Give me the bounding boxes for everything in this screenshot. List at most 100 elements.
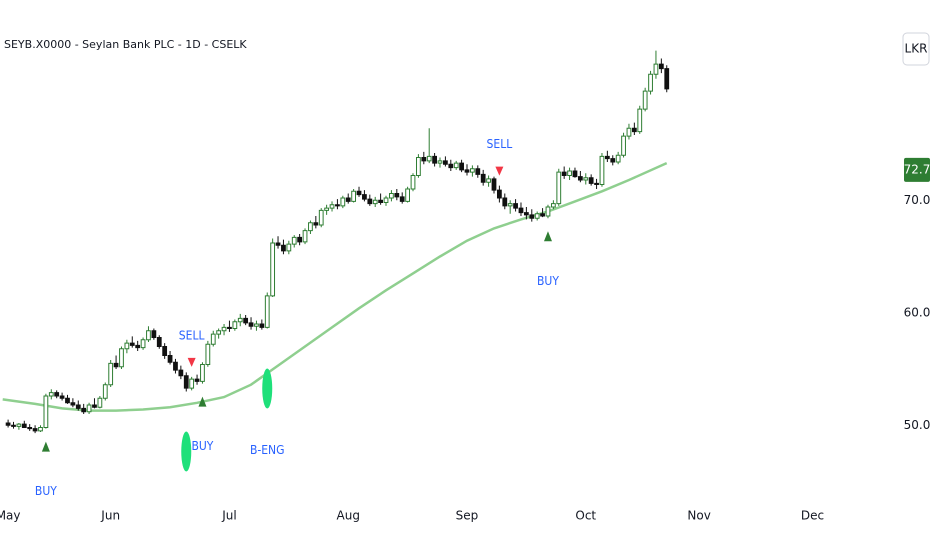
candle-body	[410, 175, 416, 190]
y-tick-label: 70.0	[904, 193, 931, 207]
candle-body	[453, 162, 459, 169]
candle-body	[318, 209, 324, 226]
x-tick-label: Sep	[456, 509, 479, 523]
candle-body	[372, 199, 378, 205]
candle-body	[102, 384, 108, 399]
candle-body	[162, 346, 168, 356]
candle-body	[275, 242, 281, 246]
candle-body	[48, 392, 54, 397]
candle-body	[81, 407, 87, 413]
candle-body	[21, 423, 27, 428]
candle-body	[237, 317, 243, 323]
candle-body	[335, 204, 340, 207]
candle-body	[297, 236, 303, 243]
x-tick-label: Nov	[687, 509, 710, 523]
y-tick-label: 60.0	[904, 305, 931, 319]
x-tick-label: Aug	[337, 509, 360, 523]
candle-body	[264, 295, 270, 328]
candle-body	[189, 378, 195, 389]
signal-label: SELL	[487, 137, 513, 151]
candle-body	[135, 344, 141, 349]
candle-body	[270, 242, 276, 297]
candle-body	[621, 135, 626, 156]
signal-label: BUY	[35, 484, 57, 498]
candle-body	[378, 199, 384, 203]
price-label-box	[904, 157, 930, 182]
candle-body	[232, 321, 238, 329]
candle-body	[32, 428, 38, 432]
candle-body	[416, 157, 421, 176]
candle-body	[653, 63, 659, 75]
candle-body	[459, 162, 464, 171]
candle-body	[11, 424, 16, 427]
sell-marker	[187, 357, 196, 367]
candle-body	[470, 168, 475, 173]
candle-body	[448, 163, 454, 169]
candle-body	[426, 155, 432, 162]
candle-body	[146, 330, 151, 341]
candle-body	[65, 397, 70, 404]
candle-body	[658, 63, 664, 70]
candle-body	[345, 197, 351, 202]
signal-label: BUY	[537, 274, 559, 288]
candle-body	[518, 207, 524, 214]
candle-body	[178, 369, 184, 377]
candle-body	[108, 362, 114, 386]
candle-body	[572, 170, 578, 178]
candle-body	[5, 422, 11, 426]
candle-body	[254, 323, 259, 327]
candle-body	[594, 182, 599, 185]
candle-body	[637, 108, 643, 133]
candle-body	[324, 207, 330, 211]
price-label: 72.7	[904, 162, 931, 176]
candle-body	[362, 194, 367, 200]
currency[interactable]: LKR	[905, 42, 928, 56]
candle-body	[496, 189, 502, 199]
candle-body	[534, 213, 540, 219]
candle-body	[648, 73, 653, 92]
candle-body	[205, 343, 211, 365]
candle-body	[313, 222, 319, 226]
signal-label: BUY	[192, 439, 214, 453]
candle-body	[227, 326, 232, 329]
candle-body	[351, 190, 357, 202]
candle-body	[540, 213, 545, 217]
candle-body	[394, 193, 400, 198]
candle-body	[210, 333, 216, 345]
candle-body	[491, 178, 497, 191]
x-tick-label: Jun	[100, 509, 120, 523]
candle-body	[567, 170, 572, 176]
candle-body	[86, 404, 92, 413]
candle-body	[221, 326, 227, 332]
candle-body	[119, 348, 124, 368]
candle-body	[156, 337, 162, 347]
candle-body	[92, 404, 97, 408]
candle-body	[599, 155, 605, 185]
candle-body	[113, 362, 119, 368]
candle-body	[124, 342, 130, 350]
candle-body	[356, 190, 362, 196]
ema-line	[2, 161, 668, 412]
candle-body	[486, 178, 491, 183]
candle-body	[286, 243, 292, 252]
candle-body	[54, 392, 60, 397]
candle-body	[329, 204, 335, 209]
candle-body	[626, 127, 632, 137]
candle-body	[302, 230, 308, 243]
candle-body	[243, 317, 249, 324]
candle-body	[642, 90, 648, 110]
candle-body	[399, 196, 405, 202]
buy-marker	[198, 396, 207, 407]
candle-body	[383, 197, 389, 203]
candle-body	[281, 244, 286, 252]
candle-body	[151, 330, 157, 338]
candle-body	[75, 404, 81, 409]
candle-body	[432, 155, 437, 164]
currency-box[interactable]	[902, 32, 930, 66]
signal-dot	[181, 431, 192, 472]
x-tick-label: May	[0, 509, 21, 523]
buy-marker	[41, 441, 50, 452]
x-tick-label: Dec	[801, 509, 824, 523]
candle-body	[475, 168, 481, 175]
candle-body	[604, 155, 610, 160]
